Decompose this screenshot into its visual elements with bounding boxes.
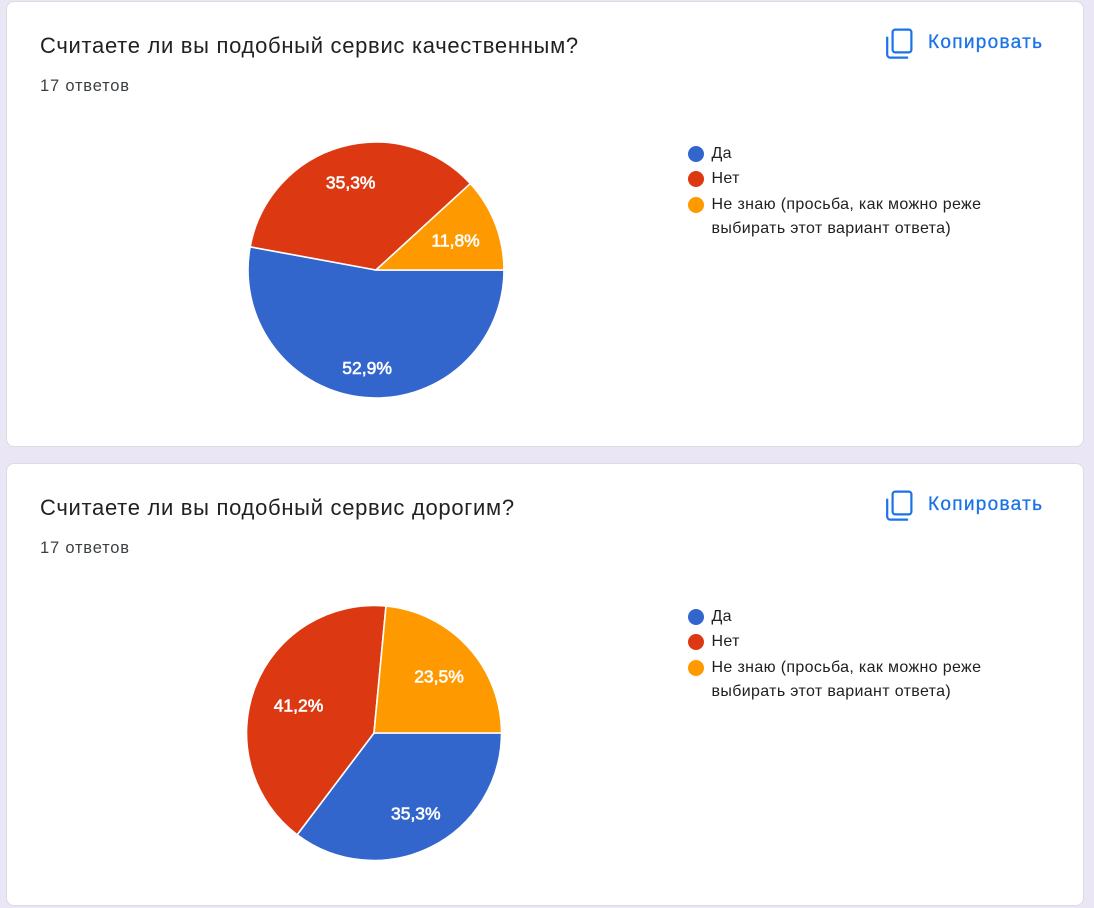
svg-text:11,8%: 11,8%: [431, 231, 479, 251]
svg-text:23,5%: 23,5%: [414, 666, 464, 686]
svg-text:41,2%: 41,2%: [274, 695, 324, 715]
svg-text:35,3%: 35,3%: [326, 173, 376, 193]
svg-text:35,3%: 35,3%: [391, 803, 441, 823]
svg-text:52,9%: 52,9%: [342, 358, 392, 378]
